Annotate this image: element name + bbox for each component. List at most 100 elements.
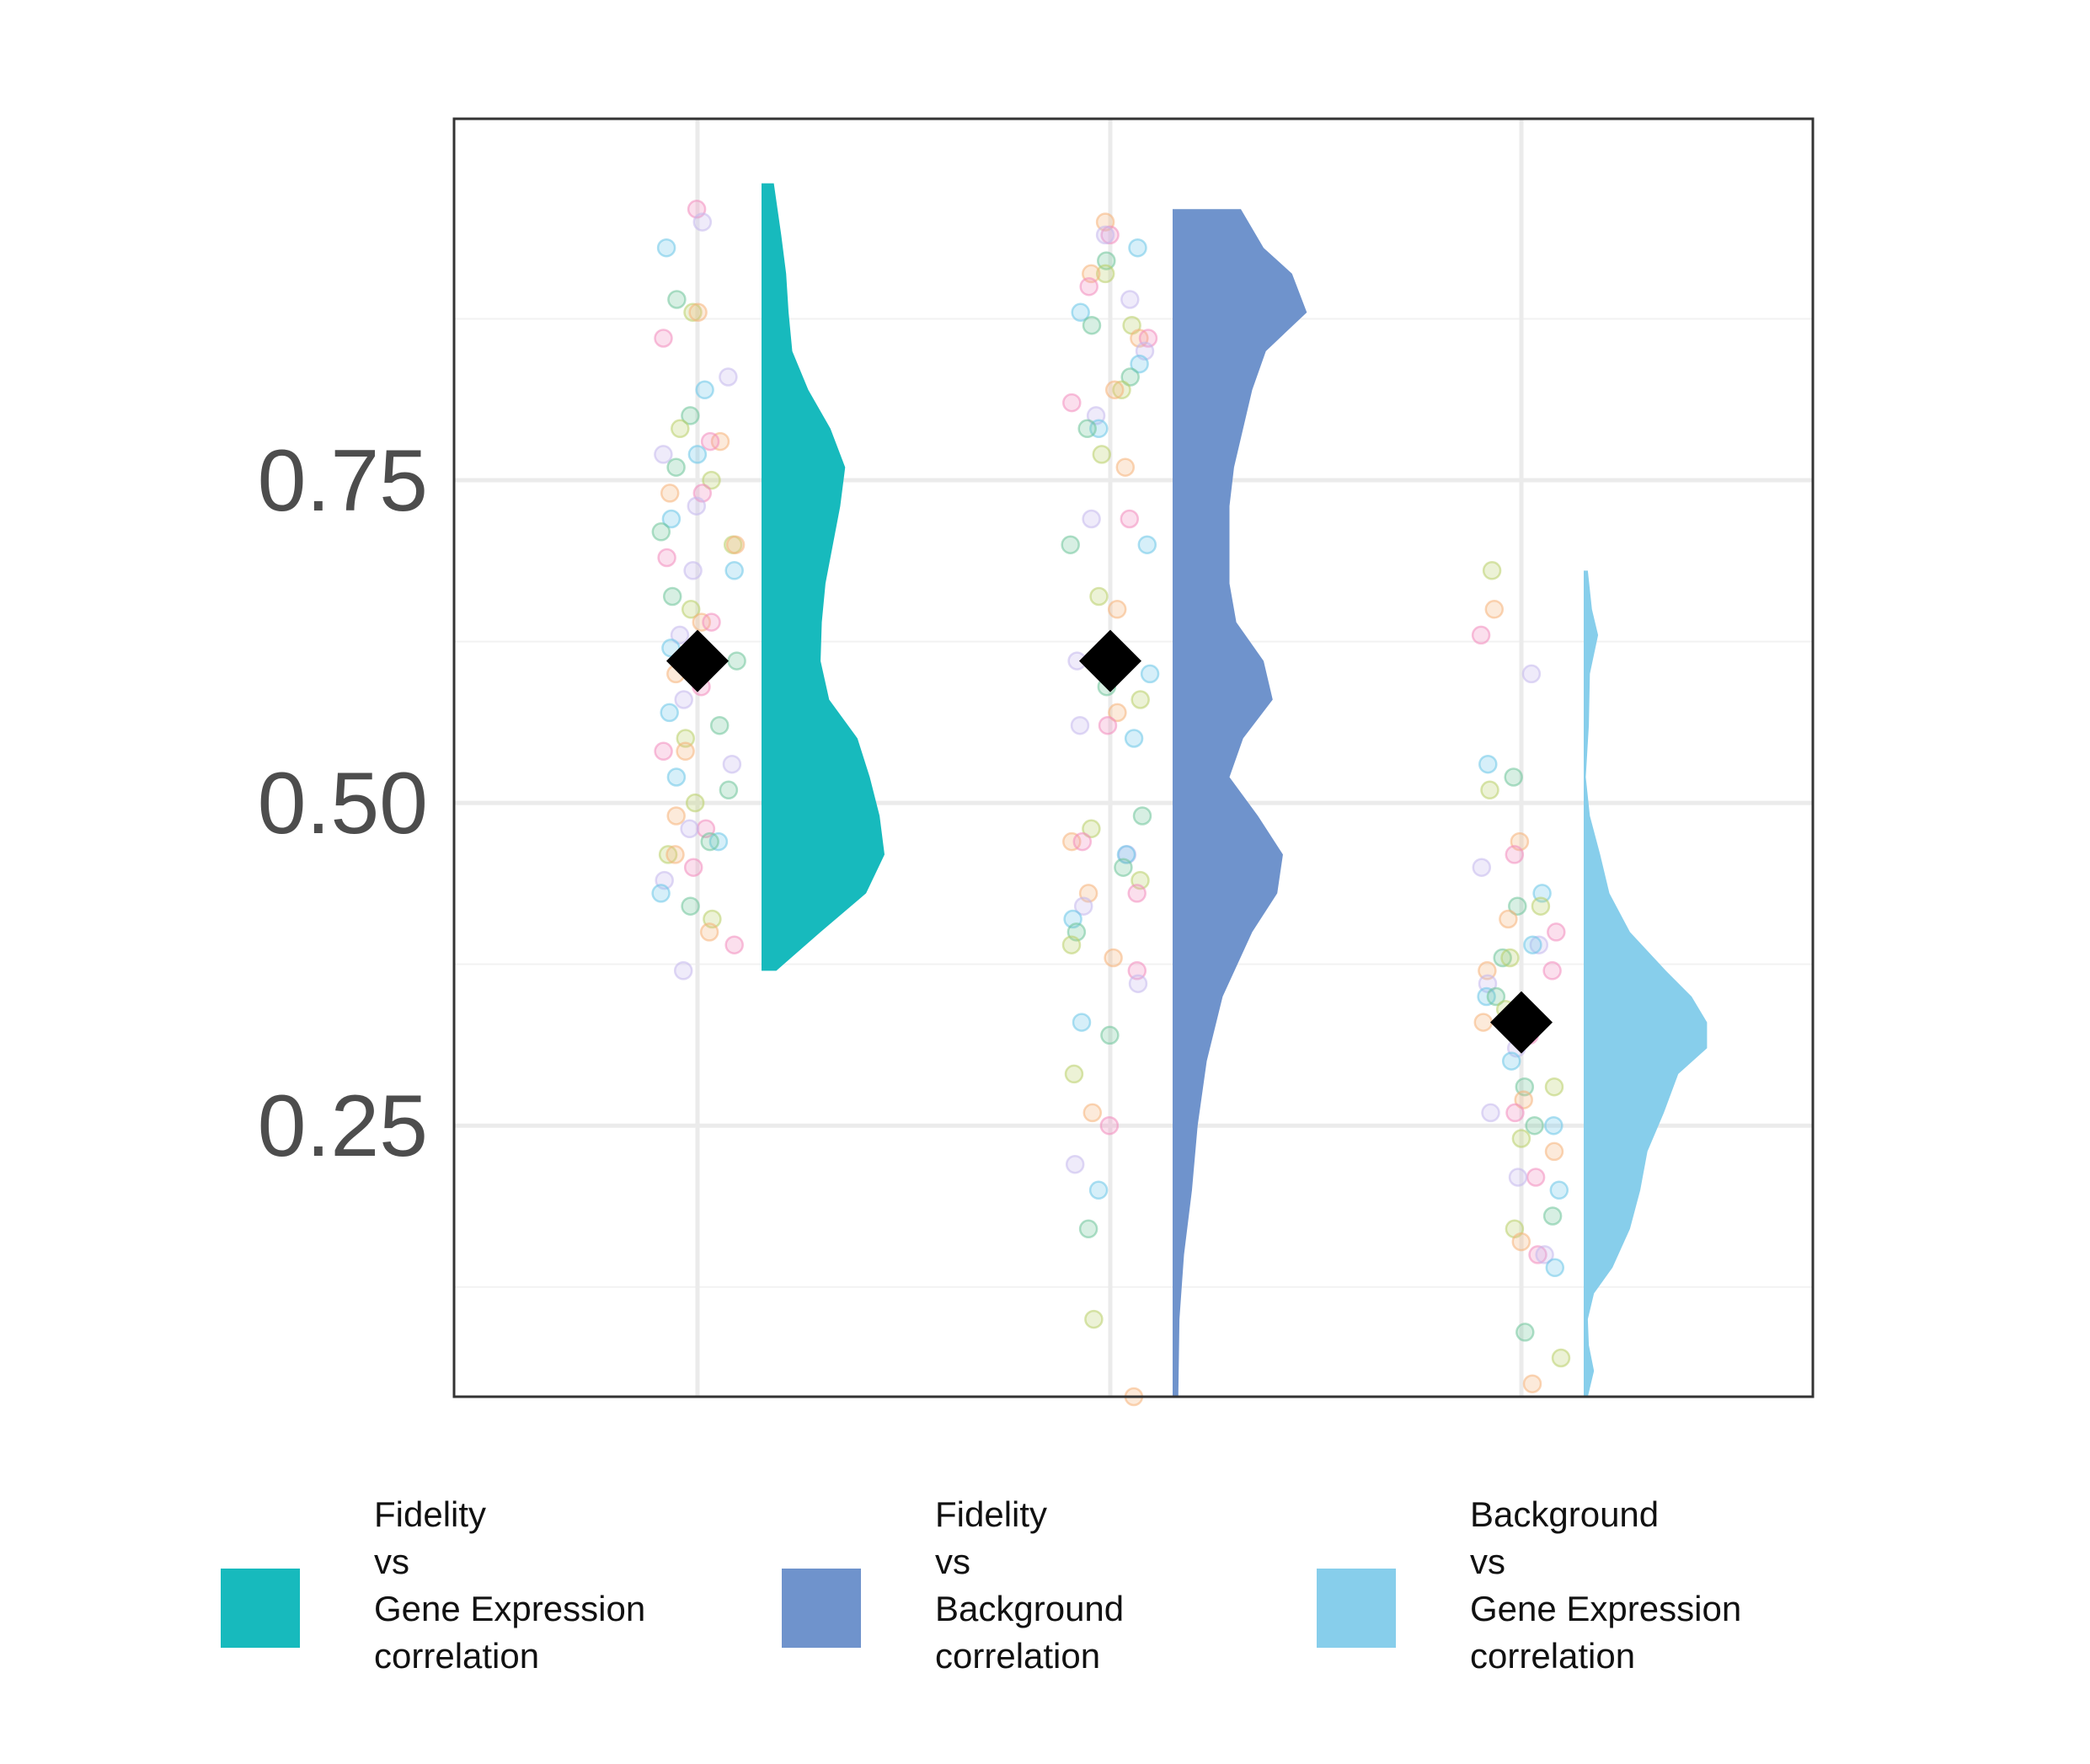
data-point (1511, 1129, 1531, 1148)
data-point (1100, 1025, 1120, 1045)
data-point (724, 935, 744, 954)
legend-label: Fidelity vs Gene Expression correlation (374, 1491, 645, 1680)
data-point (1544, 1141, 1564, 1162)
data-point (1480, 780, 1499, 800)
data-point (709, 715, 730, 735)
mean-diamond (666, 629, 729, 692)
legend-line: Background (1470, 1494, 1660, 1534)
data-point (1486, 986, 1506, 1007)
data-point (1544, 1115, 1563, 1136)
data-point (1104, 948, 1123, 968)
data-point (702, 612, 721, 632)
data-point (1535, 1245, 1554, 1264)
data-point (1522, 1374, 1542, 1393)
legend-label: Background vs Gene Expression correlatio… (1470, 1491, 1741, 1680)
data-point (654, 445, 673, 464)
density-cloud (762, 183, 885, 971)
data-point (1529, 935, 1549, 954)
data-point (1137, 535, 1157, 554)
data-point (1112, 380, 1131, 400)
legend-label: Fidelity vs Background correlation (935, 1491, 1124, 1680)
data-point (1528, 1245, 1547, 1264)
data-point (680, 819, 699, 839)
data-point (660, 484, 680, 503)
data-point (654, 329, 673, 348)
data-point (1501, 1051, 1521, 1071)
data-point (1072, 1013, 1092, 1032)
legend-line: vs (935, 1542, 970, 1581)
data-point (681, 600, 701, 619)
mean-diamond (1490, 991, 1553, 1054)
data-point (1131, 690, 1150, 709)
data-point (681, 406, 700, 425)
data-point (1525, 1115, 1544, 1136)
legend-line: Gene Expression (374, 1589, 646, 1628)
data-point (1521, 664, 1542, 684)
data-point (683, 302, 703, 323)
data-point (702, 470, 721, 490)
data-point (1115, 457, 1136, 477)
data-point (1061, 935, 1082, 954)
data-point (1514, 1090, 1533, 1109)
data-point (1473, 1013, 1494, 1032)
data-point (1108, 703, 1127, 723)
mean-diamond (1079, 629, 1141, 692)
data-point (666, 806, 686, 826)
data-point (1478, 961, 1497, 981)
data-point (1070, 715, 1090, 735)
data-point (700, 431, 720, 452)
data-point (1098, 715, 1118, 735)
data-point (1124, 729, 1144, 748)
legend-line: Background (935, 1589, 1125, 1628)
data-point (1082, 509, 1101, 529)
data-point (670, 625, 690, 645)
data-point (661, 509, 682, 529)
data-point (1114, 858, 1133, 877)
data-point (1120, 367, 1140, 387)
data-point (657, 548, 676, 568)
data-point (722, 754, 742, 774)
data-point (1504, 767, 1523, 787)
data-point (727, 651, 746, 671)
data-point (1062, 393, 1082, 413)
data-point (688, 302, 708, 323)
data-point (1531, 896, 1551, 916)
data-point (1499, 909, 1518, 929)
legend-line: vs (374, 1542, 409, 1581)
data-point (666, 767, 687, 787)
data-point (719, 367, 738, 387)
data-point (673, 961, 693, 981)
data-point (666, 457, 686, 477)
data-point (1065, 1154, 1085, 1174)
data-point (1072, 831, 1093, 852)
data-point (1100, 225, 1120, 245)
data-point (1508, 896, 1527, 916)
mean-markers (666, 629, 1553, 1054)
data-point (1500, 948, 1520, 968)
data-point (683, 561, 703, 580)
data-point (1061, 535, 1080, 554)
density-clouds (762, 183, 1708, 1398)
data-point (665, 845, 685, 864)
data-point (1107, 600, 1127, 619)
panel-border (452, 117, 1815, 1398)
data-point (1095, 225, 1115, 245)
major-gridlines (454, 119, 1813, 1397)
data-point (692, 612, 712, 632)
data-point (671, 419, 690, 439)
data-point (1078, 1219, 1098, 1239)
data-point (1471, 625, 1491, 645)
data-point (1077, 419, 1097, 439)
data-point (1099, 1115, 1120, 1136)
data-point (1073, 896, 1093, 916)
data-point (681, 896, 700, 916)
data-point (1482, 561, 1502, 580)
data-point (656, 238, 676, 258)
data-point (1477, 986, 1496, 1007)
data-point (1542, 961, 1562, 981)
data-point (1082, 1103, 1103, 1123)
data-point (676, 741, 695, 762)
data-point (1549, 1180, 1569, 1200)
data-point (1128, 974, 1148, 993)
data-point (1132, 806, 1152, 826)
